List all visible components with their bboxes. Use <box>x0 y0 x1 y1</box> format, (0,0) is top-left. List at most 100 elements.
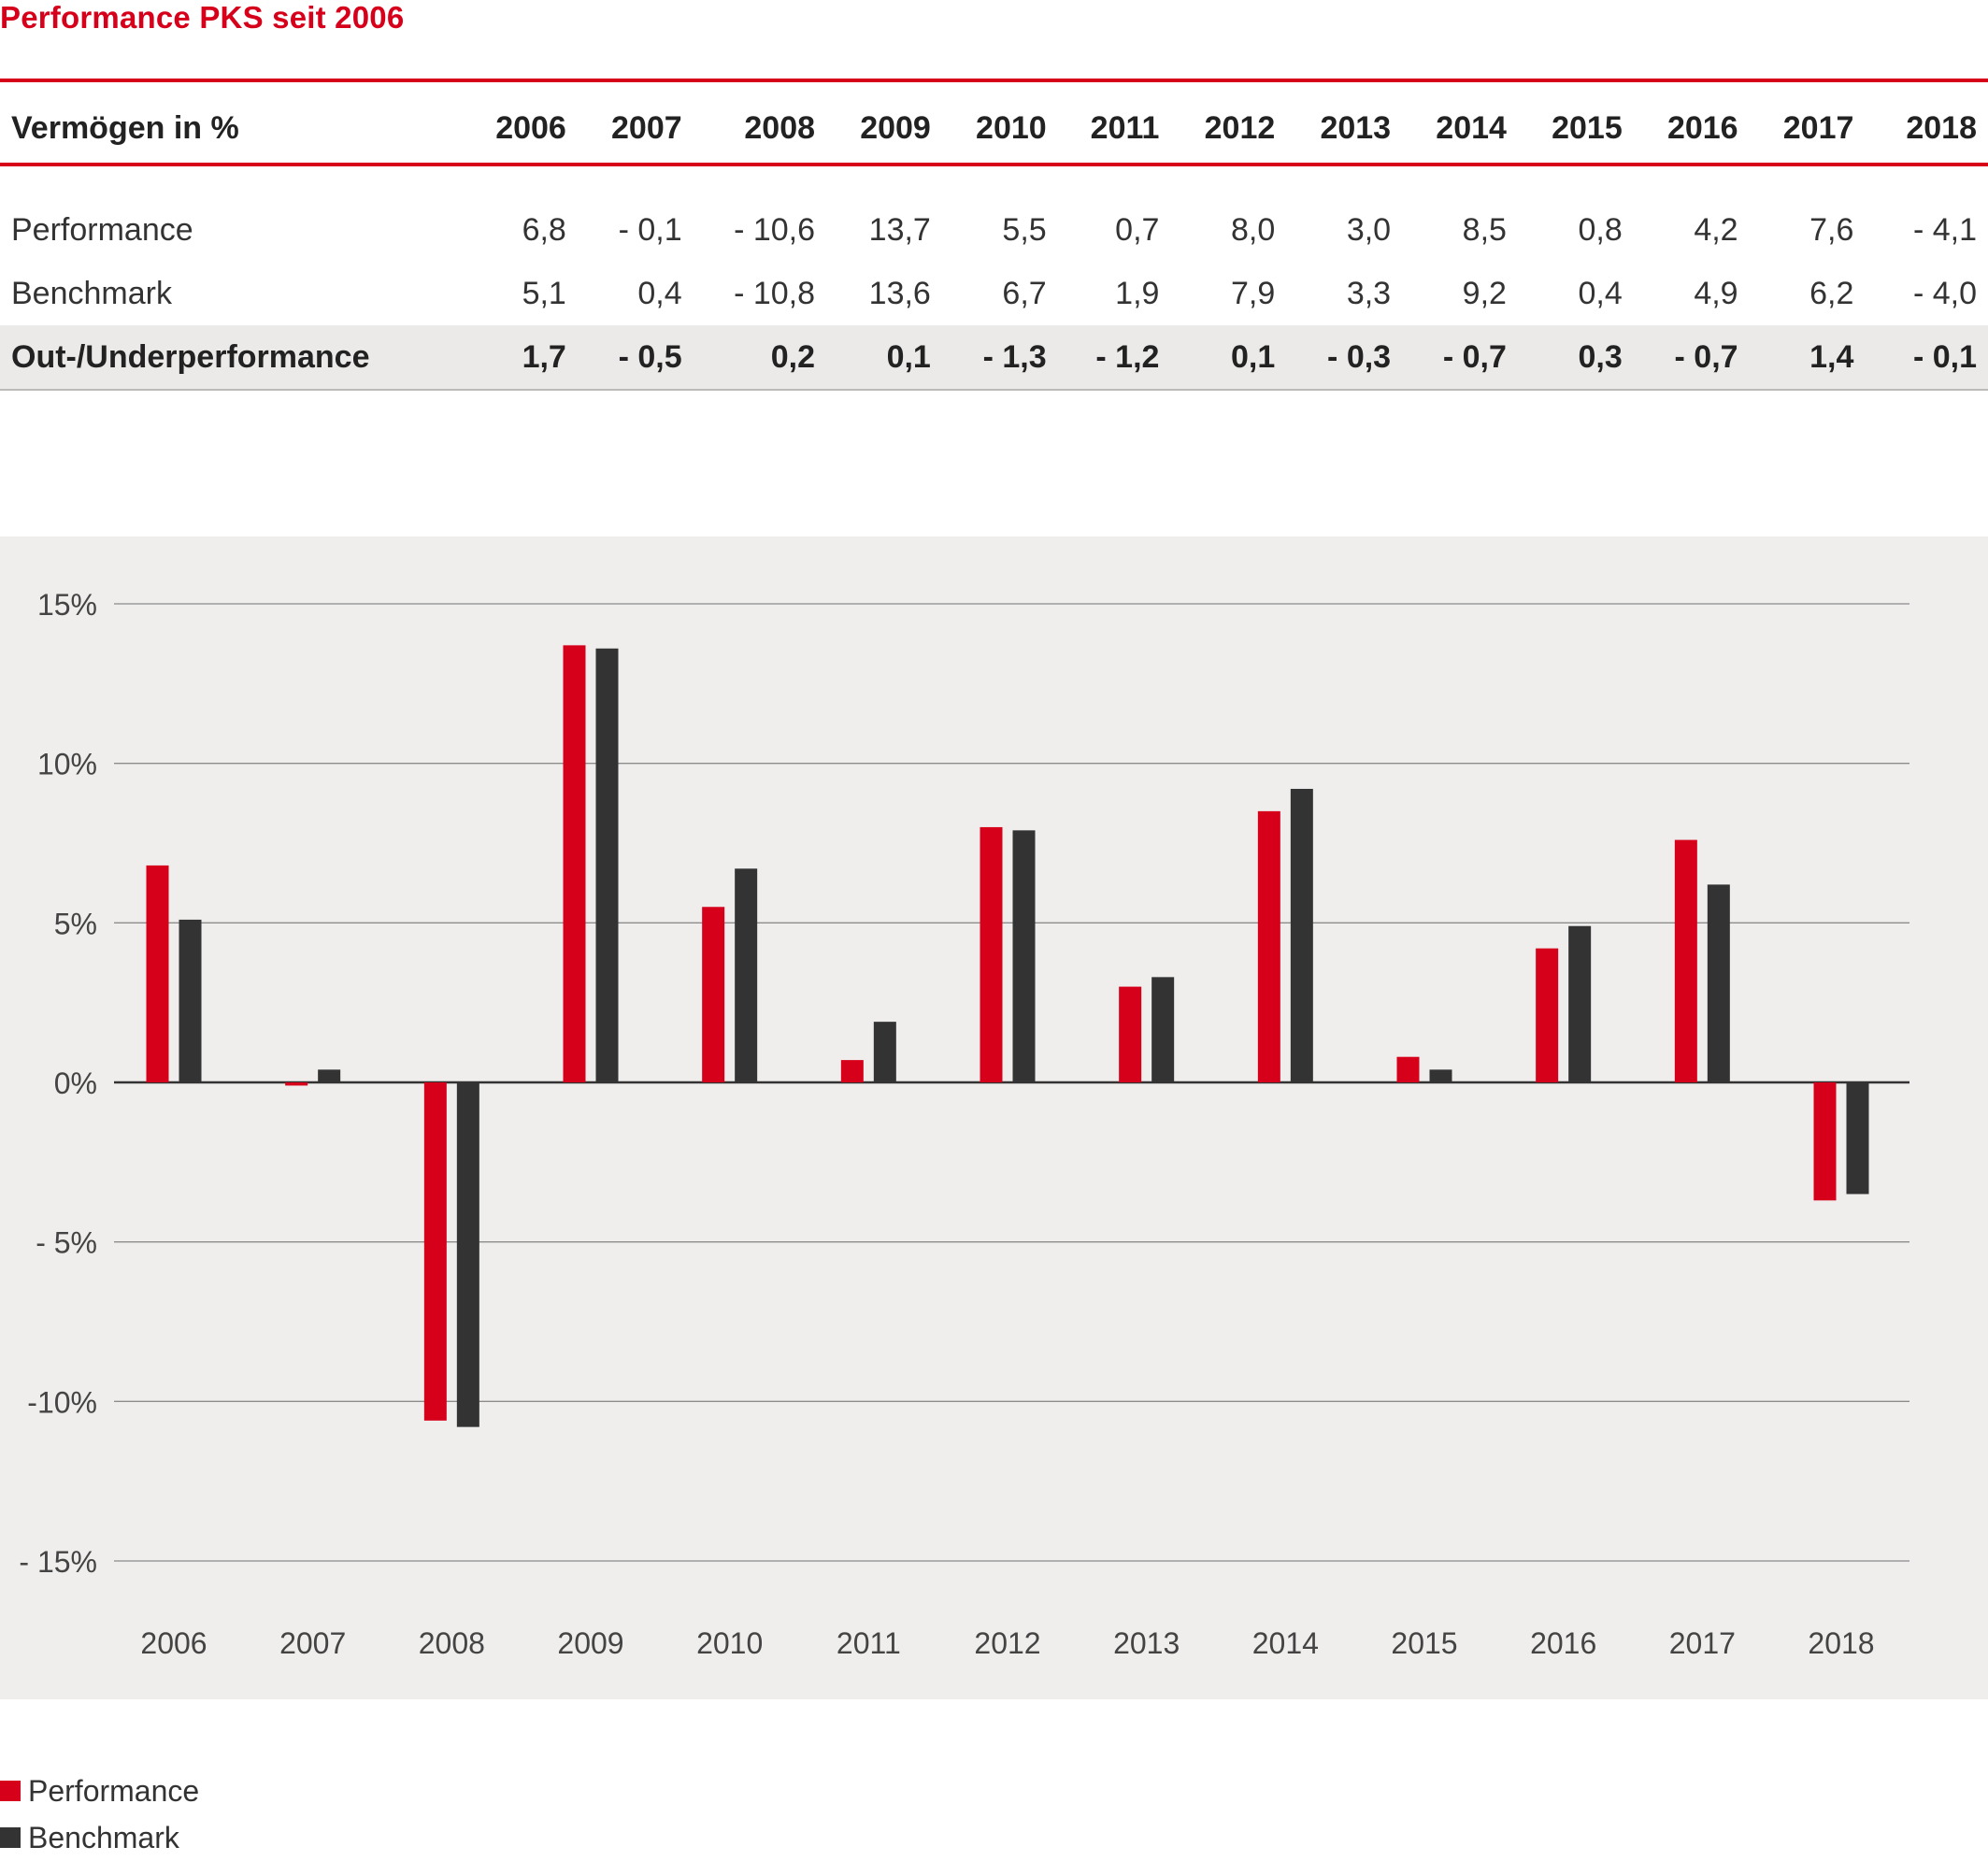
table-row: Out-/Underperformance 1,7- 0,5 0,2 0,1- 1,3… <box>0 325 1988 391</box>
table-row-label: Out-/Underperformance <box>0 325 451 391</box>
table-cell: 1,4 <box>1738 325 1854 391</box>
table-cell: 0,1 <box>1159 325 1276 391</box>
bar-performance-2011 <box>840 1060 864 1082</box>
table-header-row: Vermögen in % 2006 2007 2008 2009 2010 2011 201… <box>0 93 1988 166</box>
bar-benchmark-2011 <box>873 1022 896 1082</box>
x-tick-label: 2012 <box>974 1626 1040 1660</box>
table-cell: - 0,1 <box>1853 325 1988 391</box>
table-cell: 6,7 <box>1002 275 1047 311</box>
table-header-year: 2018 <box>1853 93 1988 166</box>
table-cell: - 4,0 <box>1912 275 1977 311</box>
table-cell: 0,8 <box>1578 211 1623 248</box>
bar-benchmark-2018 <box>1846 1082 1869 1195</box>
table-header-year: 2010 <box>930 93 1047 166</box>
y-tick-label: 0% <box>54 1066 97 1100</box>
bar-performance-2013 <box>1119 986 1142 1082</box>
legend: Performance Benchmark <box>0 1768 199 1861</box>
x-tick-label: 2009 <box>557 1626 623 1660</box>
table-cell: - 0,3 <box>1275 325 1392 391</box>
table-cell: - 4,1 <box>1912 211 1977 248</box>
bar-performance-2014 <box>1257 810 1280 1082</box>
table-cell: 9,2 <box>1462 275 1507 311</box>
table-cell: 8,5 <box>1462 211 1507 248</box>
bar-performance-2018 <box>1813 1082 1837 1201</box>
performance-table: Vermögen in % 2006 2007 2008 2009 2010 2011 201… <box>0 93 1988 391</box>
bar-benchmark-2013 <box>1151 977 1175 1082</box>
x-tick-label: 2007 <box>279 1626 346 1660</box>
table-cell: 0,4 <box>637 275 682 311</box>
table-header-year: 2017 <box>1738 93 1854 166</box>
table-cell: 7,9 <box>1231 275 1276 311</box>
table-header-year: 2007 <box>565 93 682 166</box>
x-tick-label: 2017 <box>1669 1626 1736 1660</box>
table-row-label: Performance <box>11 211 193 248</box>
table-header-year: 2015 <box>1506 93 1623 166</box>
bar-chart: 15% 10% 5% 0% - 5% -10% - 15% 2006 2007 2008 2009 2… <box>19 588 1909 1660</box>
y-tick-label: 15% <box>37 588 97 622</box>
table-header-year: 2016 <box>1622 93 1738 166</box>
x-tick-label: 2015 <box>1391 1626 1457 1660</box>
bar-benchmark-2012 <box>1012 830 1036 1082</box>
table-cell: 3,3 <box>1346 275 1392 311</box>
table-row: Performance 6,8 - 0,1 - 10,6 13,7 5,5 0,7 8,0 3,… <box>0 198 1988 262</box>
bar-performance-2015 <box>1396 1056 1420 1082</box>
table-cell: 3,0 <box>1346 211 1392 248</box>
bar-performance-2008 <box>423 1082 447 1421</box>
bar-performance-2007 <box>285 1082 308 1086</box>
table-cell: 0,3 <box>1506 325 1623 391</box>
table-cell: 13,6 <box>868 275 931 311</box>
bar-benchmark-2006 <box>179 919 202 1082</box>
table-cell: 0,4 <box>1578 275 1623 311</box>
bar-benchmark-2015 <box>1429 1069 1452 1082</box>
bar-benchmark-2017 <box>1707 884 1730 1082</box>
table-header-year: 2011 <box>1046 93 1160 166</box>
bar-benchmark-2008 <box>456 1082 479 1427</box>
table-cell: 13,7 <box>868 211 931 248</box>
bar-performance-2009 <box>563 645 586 1082</box>
table-cell: - 0,7 <box>1622 325 1738 391</box>
table-spacer-cell <box>0 165 1988 198</box>
bar-performance-2010 <box>702 907 725 1082</box>
x-tick-label: 2011 <box>837 1626 901 1660</box>
y-tick-label: - 5% <box>36 1226 97 1260</box>
bar-benchmark-2010 <box>735 868 758 1082</box>
chart-background <box>0 537 1988 1699</box>
x-tick-label: 2013 <box>1113 1626 1180 1660</box>
table-cell: 0,1 <box>815 325 931 391</box>
bar-performance-2012 <box>980 826 1003 1082</box>
table-cell: - 10,8 <box>734 275 816 311</box>
table-header-year: 2013 <box>1275 93 1392 166</box>
table-cell: 1,7 <box>451 325 566 391</box>
table-row-label: Benchmark <box>11 275 172 311</box>
table-cell: - 0,7 <box>1391 325 1507 391</box>
table-row: Benchmark 5,1 0,4 - 10,8 13,6 6,7 1,9 7,9 3,3 9,2… <box>0 262 1988 325</box>
table-spacer <box>0 165 1988 198</box>
y-tick-label: - 15% <box>19 1545 97 1579</box>
y-tick-label: 5% <box>54 907 97 940</box>
table-cell: 4,9 <box>1694 275 1738 311</box>
bar-benchmark-2009 <box>595 648 619 1082</box>
bar-benchmark-2014 <box>1290 788 1313 1082</box>
bar-benchmark-2007 <box>318 1069 341 1082</box>
x-tick-label: 2008 <box>419 1626 485 1660</box>
table-cell: 8,0 <box>1231 211 1276 248</box>
legend-label-benchmark: Benchmark <box>28 1820 179 1854</box>
x-tick-label: 2014 <box>1252 1626 1319 1660</box>
legend-item-benchmark: Benchmark <box>0 1814 199 1861</box>
table-cell: - 1,2 <box>1046 325 1160 391</box>
bar-performance-2006 <box>146 865 169 1082</box>
y-tick-label: -10% <box>27 1385 97 1419</box>
bar-benchmark-2016 <box>1568 925 1592 1082</box>
table-header-year: 2008 <box>681 93 816 166</box>
table-header-year: 2006 <box>451 93 566 166</box>
table-cell: 0,7 <box>1115 211 1160 248</box>
x-tick-label: 2018 <box>1808 1626 1874 1660</box>
table-cell: 6,2 <box>1809 275 1854 311</box>
x-tick-label: 2006 <box>140 1626 207 1660</box>
table-cell: 1,9 <box>1115 275 1160 311</box>
table-cell: 4,2 <box>1694 211 1738 248</box>
table-header-year: 2009 <box>815 93 931 166</box>
table-cell: - 10,6 <box>734 211 816 248</box>
table-cell: 0,2 <box>681 325 816 391</box>
legend-item-performance: Performance <box>0 1768 199 1814</box>
